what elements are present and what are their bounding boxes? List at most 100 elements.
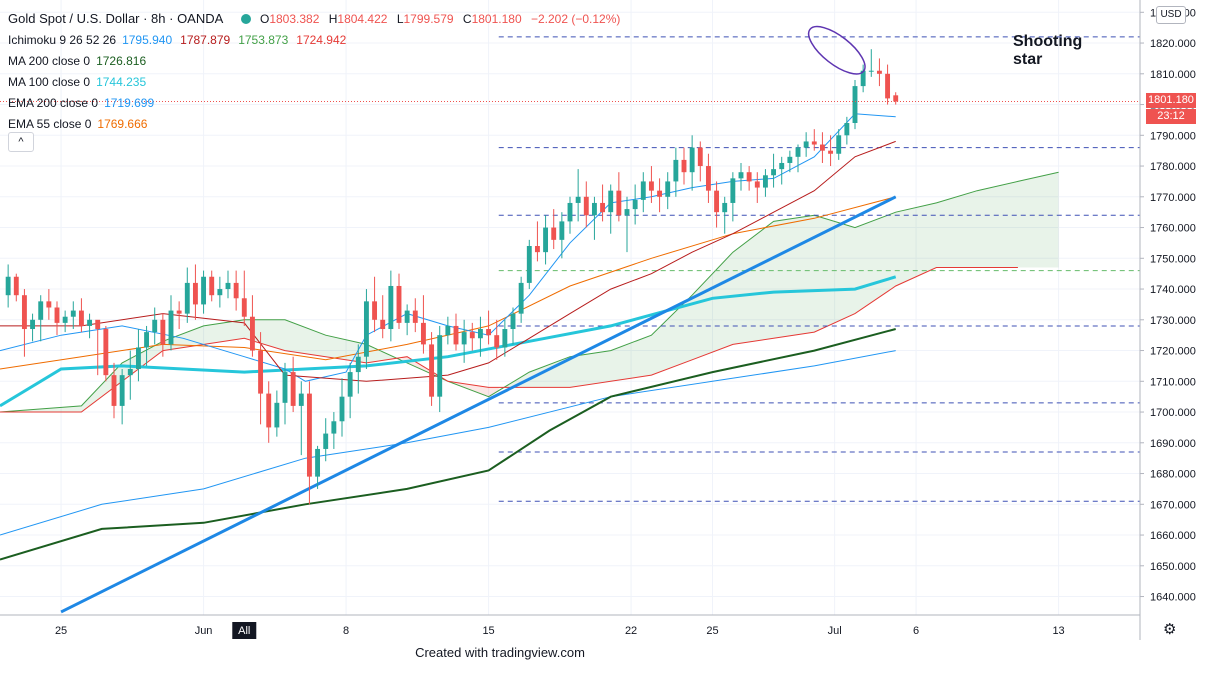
candle-body [681, 159, 687, 173]
candle-body [144, 332, 150, 348]
candle-body [258, 350, 264, 394]
timeframe-all-button[interactable]: All [238, 625, 250, 637]
candle-body [437, 335, 443, 397]
collapse-legend-button[interactable]: ^ [8, 132, 34, 152]
y-tick-label: 1780.000 [1150, 161, 1196, 173]
indicator-label: EMA 55 close 0 [8, 117, 92, 131]
candle-body [583, 196, 589, 216]
candle-body [730, 178, 736, 203]
indicator-legend: Ichimoku 9 26 52 26 1795.940 1787.879 1753.… [8, 30, 620, 135]
open-value: 1803.382 [269, 12, 320, 26]
x-tick-label: 8 [343, 625, 349, 637]
candle-body [836, 135, 842, 154]
indicator-value: 1769.666 [97, 117, 148, 131]
indicator-value: 1795.940 [122, 33, 173, 47]
indicator-value: 1726.816 [96, 54, 147, 68]
candle-body [217, 289, 223, 296]
high-label: H [328, 12, 338, 26]
candle-body [233, 282, 239, 299]
candle-body [347, 372, 353, 397]
cloud-bullish [503, 172, 1059, 388]
gear-icon[interactable]: ⚙ [1163, 621, 1177, 638]
y-tick-label: 1700.000 [1150, 407, 1196, 419]
candle-body [624, 209, 630, 216]
y-tick-label: 1810.000 [1150, 69, 1196, 81]
candle-body [453, 325, 459, 345]
candle-body [225, 282, 231, 290]
candle-body [844, 123, 850, 136]
candle-body [600, 202, 606, 213]
y-tick-label: 1730.000 [1150, 315, 1196, 327]
candle-body [534, 246, 540, 253]
indicator-label: EMA 200 close 0 [8, 96, 99, 110]
currency-button[interactable]: USD [1156, 6, 1186, 24]
kijun-line [0, 140, 896, 382]
y-tick-label: 1820.000 [1150, 38, 1196, 50]
y-tick-label: 1640.000 [1150, 592, 1196, 604]
ohlc-values: O1803.382 H1804.422 L1799.579 C1801.180 … [260, 12, 620, 26]
x-tick-label: 13 [1052, 625, 1064, 637]
y-tick-label: 1710.000 [1150, 376, 1196, 388]
indicator-value: 1719.699 [104, 96, 155, 110]
last-price-label: 1801.180 [1146, 93, 1196, 109]
legend-row: EMA 55 close 0 1769.666 [8, 114, 620, 135]
x-tick-label: 22 [625, 625, 637, 637]
candle-body [95, 319, 101, 330]
cloud-bullish [0, 319, 397, 412]
open-label: O [259, 12, 270, 26]
candle-body [176, 310, 182, 314]
candle-body [135, 347, 141, 369]
candle-body [803, 141, 809, 148]
candle-body [551, 227, 557, 240]
y-tick-label: 1650.000 [1150, 561, 1196, 573]
candle-body [486, 329, 492, 336]
indicator-value: 1753.873 [238, 33, 289, 47]
y-tick-label: 1720.000 [1150, 346, 1196, 358]
candle-body [323, 433, 329, 449]
high-value: 1804.422 [337, 12, 388, 26]
timeframe-all-button-bg [232, 622, 257, 639]
candle-body [192, 282, 198, 305]
candle-body [852, 86, 858, 123]
candle-body [380, 319, 386, 330]
candle-body [103, 329, 109, 376]
candle-body [331, 421, 337, 434]
candle-body [315, 448, 321, 477]
candle-body [591, 202, 597, 216]
candle-body [657, 190, 663, 197]
x-tick-label: Jul [828, 625, 842, 637]
candle-body [868, 70, 874, 72]
y-tick-label: 1670.000 [1150, 499, 1196, 511]
senkou-span-b-line [0, 267, 1018, 413]
indicator-label: Ichimoku 9 26 52 26 [8, 33, 117, 47]
candle-body [282, 372, 288, 403]
chart-legend: Gold Spot / U.S. Dollar · 8h · OANDA O18… [8, 8, 620, 135]
candle-body [616, 190, 622, 216]
candle-body [526, 246, 532, 283]
annotation-line-2: star [1013, 51, 1043, 68]
y-tick-label: 1690.000 [1150, 438, 1196, 450]
candle-body [771, 169, 777, 176]
legend-row: MA 100 close 0 1744.235 [8, 72, 620, 93]
candle-body [412, 310, 418, 323]
shooting-star-ellipse [807, 25, 866, 75]
x-tick-label: 25 [706, 625, 718, 637]
candle-body [876, 70, 882, 74]
candle-body [746, 172, 752, 182]
y-tick-label: 1740.000 [1150, 284, 1196, 296]
candle-body [274, 402, 280, 428]
candle-body [241, 298, 247, 317]
y-tick-label: 1660.000 [1150, 530, 1196, 542]
annotation-line-1: Shooting [1013, 33, 1083, 50]
market-status-dot [240, 14, 251, 24]
candle-body [608, 190, 614, 213]
candle-body [518, 282, 524, 314]
x-tick-label: 15 [482, 625, 494, 637]
candle-body [632, 199, 638, 210]
candle-body [298, 393, 304, 406]
candle-body [787, 156, 793, 163]
candle-body [355, 356, 361, 373]
y-tick-label: 1790.000 [1150, 130, 1196, 142]
